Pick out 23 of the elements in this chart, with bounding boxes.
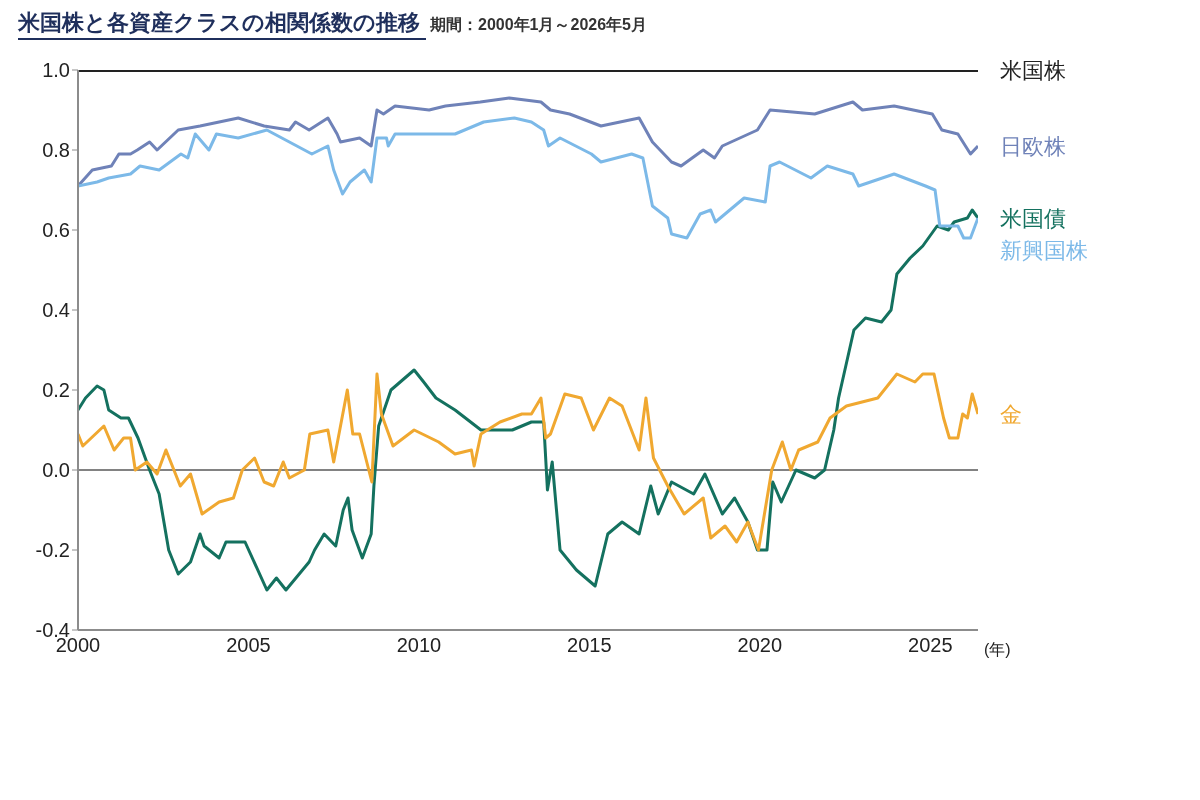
- y-tick-label: 0.8: [42, 139, 70, 162]
- series-label: 米国債: [1000, 205, 1066, 233]
- series-label: 新興国株: [1000, 237, 1088, 265]
- y-tick-label: -0.2: [35, 539, 70, 562]
- x-tick-label: 2015: [567, 634, 612, 657]
- series-label: 日欧株: [1000, 133, 1066, 161]
- y-tick-label: 0.6: [42, 219, 70, 242]
- line-series: [78, 208, 978, 592]
- chart-title: 米国株と各資産クラスの相関係数の推移: [18, 8, 426, 40]
- chart-subtitle: 期間：2000年1月～2026年5月: [430, 15, 647, 35]
- x-tick-label: 2010: [396, 634, 442, 657]
- x-axis-title: (年): [984, 640, 1011, 660]
- line-series: [78, 116, 978, 240]
- x-tick-label: 2020: [737, 634, 783, 657]
- y-tick-label: 0.2: [42, 379, 70, 402]
- series-label: 金: [1000, 401, 1022, 429]
- x-tick-label: 2005: [226, 634, 271, 657]
- line-series: [78, 372, 978, 552]
- y-tick-label: 0.4: [42, 299, 70, 322]
- y-tick-label: 1.0: [42, 59, 70, 82]
- series-label: 米国株: [1000, 57, 1066, 85]
- x-tick-label: 2025: [908, 634, 953, 657]
- y-tick-label: 0.0: [42, 459, 70, 482]
